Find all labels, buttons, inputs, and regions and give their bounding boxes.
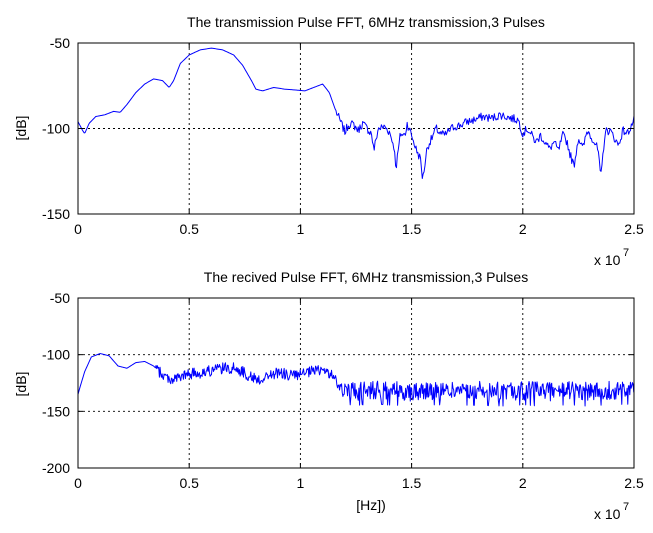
x-scale-multiplier: x 10: [594, 506, 621, 522]
x-tick-label: 0.5: [179, 221, 199, 237]
y-axis-label: [dB]: [13, 372, 29, 397]
y-tick-label: -150: [42, 206, 70, 222]
spectrum-trace: [77, 47, 635, 179]
plot-border: [77, 297, 635, 469]
x-tick-label: 0.5: [179, 475, 199, 491]
spectrum-trace: [77, 353, 635, 407]
x-tick-label: 1.5: [402, 221, 422, 237]
x-tick-label: 1.5: [402, 475, 422, 491]
chart-title: The recived Pulse FFT, 6MHz transmission…: [204, 269, 528, 285]
x-scale-multiplier: x 10: [594, 252, 621, 268]
chart-title: The transmission Pulse FFT, 6MHz transmi…: [187, 14, 545, 30]
x-tick-label: 2.5: [624, 221, 644, 237]
x-tick-label: 2: [519, 221, 527, 237]
y-tick-label: -50: [50, 290, 70, 306]
x-tick-label: 0: [74, 221, 82, 237]
x-tick-label: 0: [74, 475, 82, 491]
received-fft-panel: 0 0.5 1 1.5 2 2.5 -200 -150 -100 -50 The recived P…: [13, 269, 644, 522]
x-tick-label: 2.5: [624, 475, 644, 491]
plot-area: [77, 42, 635, 215]
x-scale-exponent: 7: [623, 501, 629, 513]
y-tick-label: -200: [42, 460, 70, 476]
x-scale-exponent: 7: [623, 247, 629, 259]
y-tick-label: -100: [42, 347, 70, 363]
x-tick-label: 1: [297, 475, 305, 491]
y-tick-label: -100: [42, 121, 70, 137]
y-tick-label: -50: [50, 35, 70, 51]
plot-area: [77, 297, 635, 469]
x-tick-label: 2: [519, 475, 527, 491]
y-axis-label: [dB]: [13, 116, 29, 141]
x-axis-label: [Hz]): [356, 497, 386, 513]
x-tick-label: 1: [297, 221, 305, 237]
y-tick-label: -150: [42, 403, 70, 419]
transmission-fft-panel: 0 0.5 1 1.5 2 2.5 -150 -100 -50 The transmission …: [13, 14, 644, 268]
